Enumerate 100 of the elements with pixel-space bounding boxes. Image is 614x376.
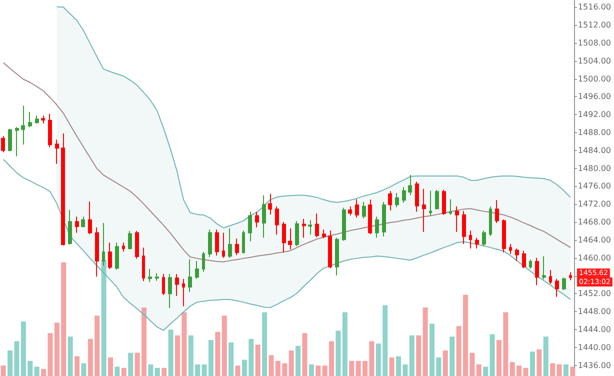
y-tick-label: 1492.00 [578, 110, 612, 120]
bar [114, 366, 120, 376]
candlestick [315, 213, 319, 238]
candlestick [128, 230, 132, 250]
y-tick-label: 1504.00 [578, 56, 612, 66]
bar [450, 336, 455, 376]
bar [442, 350, 448, 376]
candlestick [529, 259, 532, 270]
candlestick [449, 198, 452, 216]
candlestick [495, 200, 499, 224]
candlestick [348, 206, 352, 216]
candlestick [382, 201, 386, 237]
candlestick [95, 226, 99, 278]
y-tick-label: 1440.00 [578, 342, 612, 352]
bar [389, 357, 394, 376]
candlestick [308, 220, 312, 236]
y-tick-label: 1436.00 [578, 360, 612, 370]
candlestick [8, 128, 12, 152]
candlestick [335, 237, 339, 276]
bar [550, 363, 556, 376]
candlestick [155, 272, 159, 282]
y-tick-label: 1516.00 [578, 2, 612, 12]
candlestick [1, 136, 5, 153]
bar [228, 342, 234, 376]
candlestick [48, 113, 52, 148]
candlestick [255, 211, 259, 228]
candlestick [215, 229, 219, 256]
candlestick [135, 230, 139, 260]
candlestick [248, 211, 252, 242]
candlestick [81, 216, 85, 228]
y-tick-label: 1468.00 [578, 218, 612, 227]
candlestick [142, 247, 145, 282]
bar [296, 346, 301, 376]
bar [536, 349, 542, 376]
bar [74, 356, 80, 376]
bar [336, 330, 341, 376]
candlestick [108, 242, 112, 270]
candlestick [208, 229, 212, 258]
candlestick [515, 248, 519, 262]
candlestick [188, 258, 192, 292]
candlestick [35, 115, 39, 124]
candlestick [555, 278, 559, 298]
bar [416, 335, 422, 376]
candlestick [328, 230, 332, 269]
candlestick [55, 139, 59, 164]
bar [570, 366, 576, 376]
candlestick [388, 190, 392, 211]
bar [81, 363, 86, 376]
y-tick-label: 1452.00 [578, 289, 612, 298]
y-tick-label: 1496.00 [578, 92, 612, 102]
y-tick-label: 1484.00 [578, 146, 612, 155]
candlestick [282, 222, 286, 253]
candlestick [21, 105, 25, 146]
y-tick-label: 1500.00 [578, 74, 612, 84]
y-tick-label: 1508.00 [578, 38, 612, 48]
bar [556, 364, 562, 376]
bar [255, 344, 260, 376]
bar [108, 357, 114, 376]
candlestick [422, 188, 426, 232]
bar [476, 364, 482, 376]
bar [563, 364, 568, 376]
candlestick [88, 200, 92, 235]
candlestick [162, 273, 165, 296]
candlestick [402, 186, 406, 204]
candlestick [175, 273, 179, 296]
candlestick [302, 218, 306, 238]
candlestick [535, 257, 539, 286]
candlestick [429, 190, 432, 216]
candlestick [562, 277, 566, 291]
candlestick [75, 216, 79, 234]
bar [68, 336, 73, 376]
bar [342, 312, 348, 376]
candlestick [475, 237, 479, 249]
candlestick [362, 201, 366, 219]
candlestick [28, 111, 32, 128]
candlestick [182, 278, 185, 307]
candlestick [242, 230, 245, 254]
bar [288, 350, 294, 376]
candlestick [489, 206, 492, 236]
bar [302, 333, 308, 376]
candlestick [342, 207, 346, 242]
bar [101, 260, 106, 376]
candlestick [168, 273, 172, 309]
y-tick-label: 1460.00 [578, 253, 612, 262]
candlestick [202, 252, 205, 272]
candlestick [435, 189, 439, 210]
bar [316, 366, 321, 376]
bar [262, 312, 268, 376]
bar [162, 368, 167, 376]
candlestick [395, 192, 399, 208]
candlestick [375, 216, 379, 238]
y-tick-label: 1472.00 [578, 200, 612, 209]
bar [308, 364, 314, 376]
y-tick-label: 1480.00 [578, 164, 612, 173]
bar [215, 332, 220, 376]
bar [222, 316, 227, 376]
y-tick-label: 1448.00 [578, 307, 612, 316]
bar [490, 334, 495, 376]
y-tick-label: 1476.00 [578, 182, 612, 191]
candlestick [408, 174, 412, 196]
